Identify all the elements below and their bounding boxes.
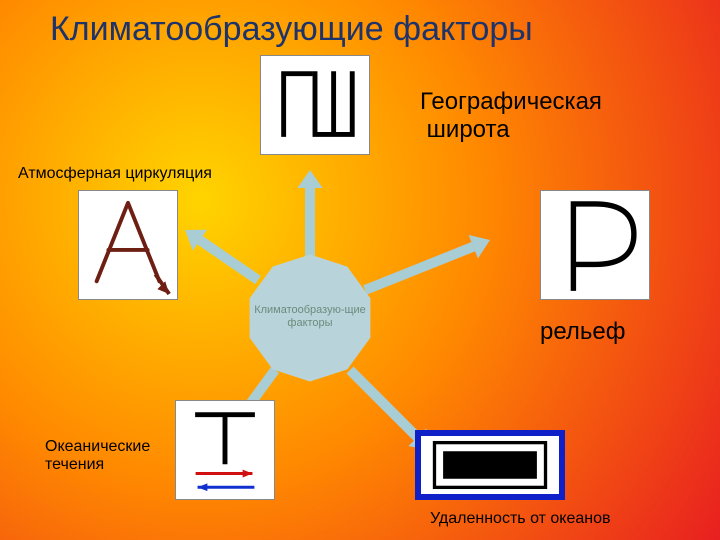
center-hub-label: Климатообразую-щие факторы <box>240 304 380 329</box>
diagram-stage: Климатообразующие факторы Климатообразую… <box>0 0 720 540</box>
label-ocean-currents: Океанические течения <box>45 438 150 475</box>
node-geo-latitude <box>260 55 370 155</box>
node-relief <box>540 190 650 300</box>
label-relief: рельеф <box>540 318 626 346</box>
label-geo-latitude: Географическая широта <box>420 88 602 143</box>
glyph-relief-icon <box>541 191 649 299</box>
label-atm-circulation: Атмосферная циркуляция <box>18 165 212 183</box>
glyph-distance-oceans-icon <box>421 436 559 494</box>
page-title: Климатообразующие факторы <box>50 10 533 49</box>
node-distance-oceans <box>415 430 565 500</box>
node-ocean-currents <box>175 400 275 500</box>
glyph-atm-circulation-icon <box>79 191 177 299</box>
node-atm-circulation <box>78 190 178 300</box>
glyph-ocean-currents-icon <box>176 401 274 499</box>
glyph-geo-latitude-icon <box>261 56 369 154</box>
label-distance-oceans: Удаленность от океанов <box>430 510 611 528</box>
